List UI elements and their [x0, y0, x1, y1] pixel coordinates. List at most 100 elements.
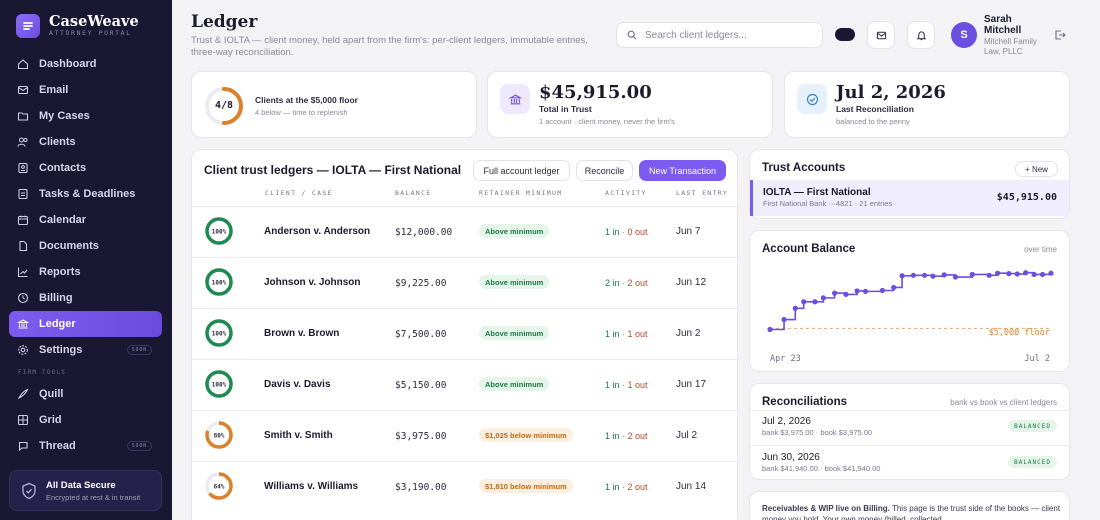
column-header-balance[interactable]: BALANCE	[395, 189, 432, 197]
balance-point[interactable]	[921, 272, 928, 278]
sidebar-item-calendar[interactable]: Calendar	[9, 207, 162, 233]
sidebar-item-ledger[interactable]: Ledger	[9, 311, 162, 337]
balance-point[interactable]	[986, 272, 992, 278]
activity-out: 2 out	[627, 482, 648, 492]
balance-point[interactable]	[854, 288, 860, 294]
balance-point[interactable]	[1006, 271, 1012, 277]
reconciliation-row[interactable]: Jul 2, 2026 bank $3,975.00 · book $3,975…	[750, 410, 1069, 445]
sidebar-item-label: Dashboard	[39, 58, 97, 70]
billing-note-card: Receivables & WIP live on Billing. This …	[749, 491, 1070, 520]
balance-point[interactable]	[879, 287, 885, 294]
table-row[interactable]: 100% Johnson v. Johnson $9,225.00 Above min…	[192, 257, 737, 308]
user-firm: Mitchell Family Law, PLLC	[984, 37, 1037, 56]
last-entry-date: Jul 2	[676, 430, 698, 441]
activity-summary: 1 in · 0 out	[605, 227, 648, 237]
activity-separator: ·	[619, 380, 628, 390]
sidebar-item-settings[interactable]: Settings SOON	[9, 337, 162, 363]
balance-point[interactable]	[891, 284, 897, 291]
column-header-activity[interactable]: ACTIVITY	[605, 189, 647, 197]
sidebar-item-my-cases[interactable]: My Cases	[9, 103, 162, 129]
reconcile-button[interactable]: Reconcile	[576, 160, 633, 181]
search-box[interactable]	[616, 22, 823, 48]
case-name: Smith v. Smith	[264, 430, 333, 441]
balance-point[interactable]	[843, 291, 849, 297]
sidebar-item-grid[interactable]: Grid	[9, 407, 162, 433]
sidebar-item-billing[interactable]: Billing	[9, 285, 162, 311]
balance-point[interactable]	[930, 273, 936, 279]
balance-point[interactable]	[910, 272, 916, 278]
chart-start-label: Apr 23	[770, 354, 801, 364]
balance-point[interactable]	[1023, 270, 1029, 276]
sidebar-item-tasks[interactable]: Tasks & Deadlines	[9, 181, 162, 207]
logout-icon[interactable]	[1054, 29, 1066, 41]
full-account-ledger-button[interactable]: Full account ledger	[473, 160, 570, 181]
activity-in: 1 in	[605, 431, 620, 441]
balance-point[interactable]	[1048, 270, 1054, 276]
avatar[interactable]: S	[951, 22, 977, 48]
sidebar-item-label: Thread	[39, 440, 76, 452]
balance-point[interactable]	[941, 272, 947, 278]
secure-subtitle: Encrypted at rest & in transit	[46, 492, 141, 502]
balance-point[interactable]	[1014, 271, 1020, 277]
column-header-retainer[interactable]: RETAINER MINIMUM	[479, 189, 563, 197]
balance-point[interactable]	[969, 271, 975, 278]
balance-point[interactable]	[801, 299, 807, 305]
bank-icon	[17, 319, 29, 329]
reconciliation-row[interactable]: Jun 30, 2026 bank $41,940.00 · book $41,…	[750, 445, 1069, 480]
balance-point[interactable]	[792, 305, 798, 311]
balance-point[interactable]	[952, 274, 959, 280]
sidebar-item-documents[interactable]: Documents	[9, 233, 162, 259]
trust-account-row[interactable]: IOLTA — First National First National Ba…	[750, 180, 1069, 216]
balance-point[interactable]	[899, 273, 905, 279]
column-header-client[interactable]: CLIENT / CASE	[265, 189, 333, 197]
activity-separator: ·	[619, 482, 628, 492]
balance-point[interactable]	[862, 288, 869, 294]
activity-out: 2 out	[627, 278, 648, 288]
balance-line	[770, 271, 1052, 331]
folder-icon	[17, 112, 29, 121]
activity-separator: ·	[619, 431, 628, 441]
balance-point[interactable]	[820, 295, 826, 301]
balance-point[interactable]	[832, 290, 838, 296]
ledger-balance: $3,975.00	[395, 431, 447, 442]
new-account-button[interactable]: + New	[1015, 161, 1058, 177]
sidebar-item-thread[interactable]: Thread SOON	[9, 433, 162, 459]
sidebar-item-email[interactable]: Email	[9, 77, 162, 103]
table-row[interactable]: 100% Brown v. Brown $7,500.00 Above minimum…	[192, 308, 737, 359]
table-row[interactable]: 100% Davis v. Davis $5,150.00 Above minimum…	[192, 359, 737, 410]
theme-toggle[interactable]	[835, 28, 855, 41]
column-header-last-entry[interactable]: LAST ENTRY	[676, 189, 729, 197]
retainer-status-badge: $1,810 below minimum	[479, 479, 573, 493]
table-row[interactable]: 64% Williams v. Williams $3,190.00 $1,810 b…	[192, 461, 737, 512]
balance-point[interactable]	[767, 326, 773, 333]
mail-button[interactable]	[867, 21, 895, 49]
balance-point[interactable]	[812, 299, 818, 305]
document-icon	[19, 240, 28, 252]
table-row[interactable]: 100% Anderson v. Anderson $12,000.00 Above …	[192, 206, 737, 257]
search-input[interactable]	[645, 29, 815, 41]
new-transaction-button[interactable]: New Transaction	[639, 160, 726, 181]
retainer-status-badge: Above minimum	[479, 377, 550, 391]
sidebar-item-clients[interactable]: Clients	[9, 129, 162, 155]
balance-point[interactable]	[1039, 271, 1046, 278]
user-name[interactable]: Sarah Mitchell	[984, 14, 1022, 36]
account-balance: $45,915.00	[996, 192, 1057, 203]
sidebar-item-contacts[interactable]: Contacts	[9, 155, 162, 181]
reconciliations-title: Reconciliations	[762, 396, 847, 408]
case-name: Williams v. Williams	[264, 481, 359, 492]
balance-point[interactable]	[781, 316, 787, 323]
sidebar-item-quill[interactable]: Quill	[9, 381, 162, 407]
notifications-button[interactable]	[907, 21, 935, 49]
sidebar-item-dashboard[interactable]: Dashboard	[9, 51, 162, 77]
balance-point[interactable]	[1031, 271, 1037, 278]
balance-point[interactable]	[995, 270, 1001, 276]
ledger-balance: $9,225.00	[395, 278, 447, 289]
sidebar-item-reports[interactable]: Reports	[9, 259, 162, 285]
search-icon	[627, 30, 637, 40]
retainer-status-badge: Above minimum	[479, 224, 550, 238]
activity-out: 0 out	[627, 227, 648, 237]
case-name: Anderson v. Anderson	[264, 226, 371, 237]
bell-icon	[916, 30, 926, 40]
table-row[interactable]: 80% Smith v. Smith $3,975.00 $1,025 below m…	[192, 410, 737, 461]
brand[interactable]: CaseWeave ATTORNEY PORTAL	[16, 14, 139, 38]
